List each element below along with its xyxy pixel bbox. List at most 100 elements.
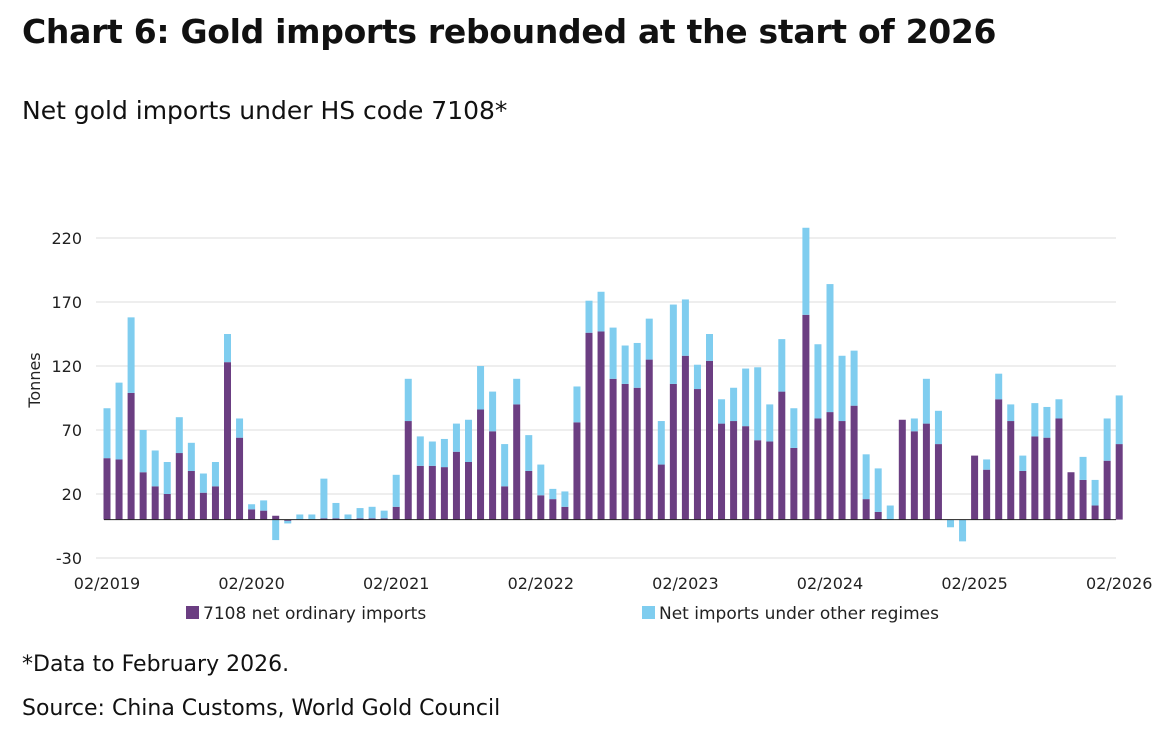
bar-other — [790, 408, 798, 448]
bar-ordinary — [657, 464, 665, 520]
bar-ordinary — [187, 470, 195, 520]
bar-ordinary — [1007, 421, 1015, 520]
bar-other — [344, 514, 352, 520]
bar-other — [754, 367, 762, 441]
legend-swatch-other — [642, 606, 655, 619]
bar-other — [681, 299, 689, 356]
bar-other — [103, 408, 111, 459]
bar-ordinary — [814, 418, 822, 520]
bar-ordinary — [862, 499, 870, 520]
bar-other — [609, 327, 617, 379]
bar-other — [874, 468, 882, 512]
y-tick-label: -30 — [56, 549, 82, 568]
bar-other — [657, 421, 665, 465]
bar-other — [693, 364, 701, 390]
bar-other — [838, 355, 846, 422]
bar-ordinary — [236, 437, 244, 520]
bar-other — [501, 444, 509, 487]
bar-ordinary — [983, 469, 991, 520]
bar-other — [356, 508, 364, 519]
bar-ordinary — [332, 518, 340, 520]
bar-other — [718, 399, 726, 424]
y-axis-ticks: 220 170 120 70 20 -30 — [51, 229, 82, 568]
bar-ordinary — [898, 419, 906, 520]
bar-other — [428, 441, 436, 466]
x-tick-label: 02/2023 — [652, 574, 718, 593]
bar-ordinary — [730, 421, 738, 520]
bar-ordinary — [1031, 436, 1039, 520]
x-tick-label: 02/2021 — [363, 574, 429, 593]
bar-other — [645, 318, 653, 360]
bar-other — [477, 366, 485, 410]
bar-ordinary — [525, 470, 533, 520]
bar-other — [537, 464, 545, 496]
y-tick-label: 170 — [51, 293, 82, 312]
bar-ordinary — [272, 515, 280, 520]
legend: 7108 net ordinary imports Net imports un… — [186, 604, 939, 624]
bar-other — [1031, 403, 1039, 437]
bar-ordinary — [1115, 444, 1123, 520]
x-tick-label: 02/2022 — [508, 574, 574, 593]
bar-ordinary — [693, 389, 701, 520]
bar-ordinary — [922, 423, 930, 520]
bar-other — [1103, 418, 1111, 461]
bar-ordinary — [513, 404, 521, 520]
bar-ordinary — [489, 431, 497, 520]
chart-subtitle: Net gold imports under HS code 7108* — [22, 96, 508, 125]
bar-ordinary — [127, 392, 135, 520]
bar-ordinary — [718, 423, 726, 520]
bar-other — [248, 504, 256, 510]
bar-ordinary — [1043, 437, 1051, 520]
bar-other — [1055, 399, 1063, 419]
bar-other — [199, 473, 207, 493]
bar-ordinary — [995, 399, 1003, 520]
bar-other — [236, 418, 244, 438]
bar-ordinary — [826, 412, 834, 520]
bar-ordinary — [1019, 470, 1027, 520]
bar-ordinary — [284, 519, 292, 521]
bar-ordinary — [368, 518, 376, 520]
bar-other — [561, 491, 569, 507]
bars-layer — [103, 227, 1123, 542]
bar-ordinary — [934, 444, 942, 520]
bar-other — [284, 520, 292, 524]
bar-ordinary — [115, 459, 123, 520]
bar-ordinary — [971, 455, 979, 520]
bar-other — [368, 506, 376, 519]
bar-ordinary — [850, 405, 858, 520]
bar-ordinary — [573, 422, 581, 520]
bar-other — [766, 404, 774, 442]
bar-other — [127, 317, 135, 393]
bar-other — [272, 519, 280, 541]
bar-ordinary — [151, 486, 159, 520]
bar-ordinary — [416, 465, 424, 520]
bar-ordinary — [465, 462, 472, 520]
bar-ordinary — [621, 383, 629, 520]
bar-ordinary — [609, 378, 617, 520]
footnote: *Data to February 2026. — [22, 652, 290, 677]
bar-other — [260, 500, 268, 511]
bar-other — [308, 514, 316, 520]
source-note: Source: China Customs, World Gold Counci… — [22, 696, 501, 721]
bar-other — [175, 417, 183, 454]
bar-ordinary — [404, 421, 412, 520]
bar-other — [706, 334, 713, 361]
bar-ordinary — [561, 506, 569, 520]
bar-other — [621, 345, 629, 384]
bar-ordinary — [790, 447, 798, 520]
bar-other — [585, 300, 593, 333]
bar-other — [404, 378, 412, 422]
bar-other — [465, 419, 472, 462]
bar-ordinary — [392, 506, 400, 520]
bar-ordinary — [260, 510, 268, 520]
bar-ordinary — [103, 458, 111, 520]
bar-other — [320, 478, 328, 519]
bar-other — [886, 505, 894, 520]
x-tick-label: 02/2024 — [797, 574, 863, 593]
bar-other — [802, 227, 810, 315]
x-axis-ticks: 02/2019 02/2020 02/2021 02/2022 02/2023 02/20… — [74, 574, 1153, 593]
bar-ordinary — [452, 451, 460, 520]
bar-other — [296, 514, 304, 520]
bar-ordinary — [163, 494, 171, 520]
